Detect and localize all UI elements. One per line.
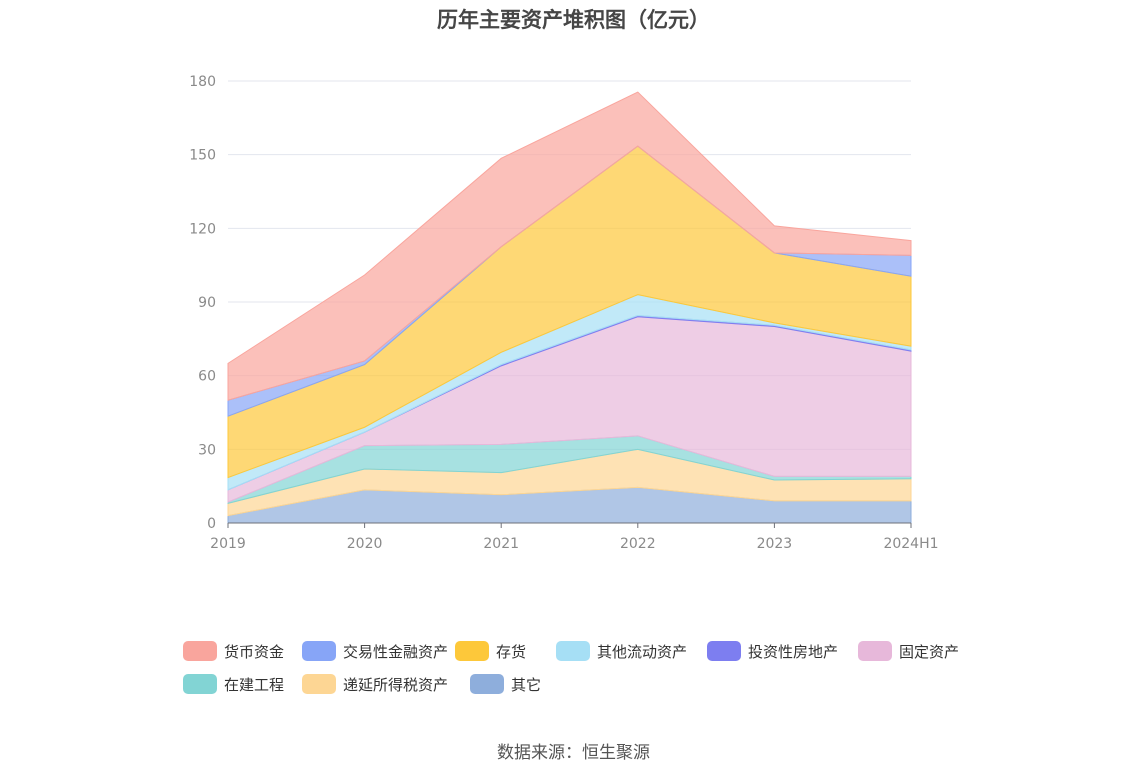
legend-swatch (707, 641, 741, 661)
area-series (227, 91, 912, 524)
legend-item[interactable]: 存货 (455, 640, 526, 662)
y-tick-label: 30 (198, 442, 216, 458)
axes: 0 30 60 90 120 150 180 2019 2020 2021 2022 2023 2024… (189, 74, 938, 552)
legend-item[interactable]: 在建工程 (183, 673, 284, 695)
legend-swatch (455, 641, 489, 661)
y-tick-label: 0 (207, 516, 216, 532)
legend-swatch (556, 641, 590, 661)
chart-title: 历年主要资产堆积图（亿元） (437, 8, 710, 32)
legend-item[interactable]: 递延所得税资产 (302, 673, 448, 695)
y-tick-label: 120 (189, 221, 216, 237)
legend-swatch (470, 674, 504, 694)
chart-plot: 0 30 60 90 120 150 180 2019 2020 2021 2022 2023 2024… (189, 74, 938, 552)
y-tick-label: 150 (189, 148, 216, 164)
legend-swatch (183, 674, 217, 694)
source-note: 数据来源：恒生聚源 (497, 743, 650, 763)
legend-label: 存货 (496, 642, 527, 661)
legend-item[interactable]: 其他流动资产 (556, 640, 687, 662)
legend-label: 递延所得税资产 (343, 675, 449, 694)
x-tick-label: 2023 (757, 536, 793, 552)
legend-label: 投资性房地产 (748, 642, 839, 661)
legend-label: 交易性金融资产 (343, 642, 449, 661)
x-tick-label: 2022 (620, 536, 656, 552)
y-tick-label: 60 (198, 369, 216, 385)
legend-swatch (858, 641, 892, 661)
legend-item[interactable]: 固定资产 (858, 640, 959, 662)
legend-item[interactable]: 其它 (470, 673, 541, 695)
legend-item[interactable]: 交易性金融资产 (302, 640, 448, 662)
y-tick-label: 180 (189, 74, 216, 90)
x-tick-label: 2019 (210, 536, 246, 552)
legend-label: 其他流动资产 (597, 642, 688, 661)
legend-swatch (302, 674, 336, 694)
legend-item[interactable]: 投资性房地产 (707, 640, 838, 662)
legend-label: 在建工程 (224, 675, 285, 694)
x-tick-label: 2021 (483, 536, 519, 552)
area-series-8 (227, 91, 912, 401)
x-tick-label: 2024H1 (883, 536, 938, 552)
legend-swatch (302, 641, 336, 661)
legend-swatch (183, 641, 217, 661)
y-tick-label: 90 (198, 295, 216, 311)
legend-item[interactable]: 货币资金 (183, 640, 284, 662)
legend-label: 货币资金 (224, 642, 285, 661)
legend-label: 固定资产 (899, 642, 960, 661)
legend-label: 其它 (511, 675, 542, 694)
x-tick-label: 2020 (347, 536, 383, 552)
